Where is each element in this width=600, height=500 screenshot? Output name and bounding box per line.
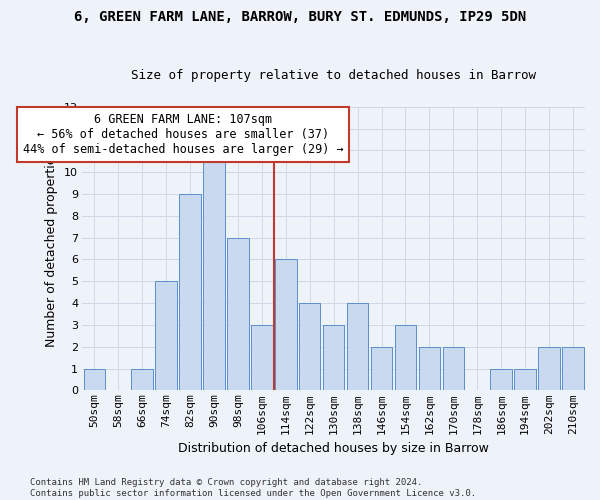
Bar [275,260,296,390]
Bar [83,368,105,390]
Bar [251,325,272,390]
Text: 6, GREEN FARM LANE, BARROW, BURY ST. EDMUNDS, IP29 5DN: 6, GREEN FARM LANE, BARROW, BURY ST. EDM… [74,10,526,24]
Bar [323,325,344,390]
Bar [443,347,464,391]
Bar [562,347,584,391]
Text: 6 GREEN FARM LANE: 107sqm
← 56% of detached houses are smaller (37)
44% of semi-: 6 GREEN FARM LANE: 107sqm ← 56% of detac… [23,114,343,156]
Bar [419,347,440,391]
Bar [490,368,512,390]
Bar [514,368,536,390]
Bar [179,194,201,390]
Bar [538,347,560,391]
Text: Contains HM Land Registry data © Crown copyright and database right 2024.
Contai: Contains HM Land Registry data © Crown c… [30,478,476,498]
Title: Size of property relative to detached houses in Barrow: Size of property relative to detached ho… [131,69,536,82]
Bar [155,282,177,391]
X-axis label: Distribution of detached houses by size in Barrow: Distribution of detached houses by size … [178,442,489,455]
Bar [299,303,320,390]
Bar [395,325,416,390]
Bar [227,238,248,390]
Bar [371,347,392,391]
Y-axis label: Number of detached properties: Number of detached properties [46,150,58,347]
Bar [203,150,225,390]
Bar [131,368,153,390]
Bar [347,303,368,390]
